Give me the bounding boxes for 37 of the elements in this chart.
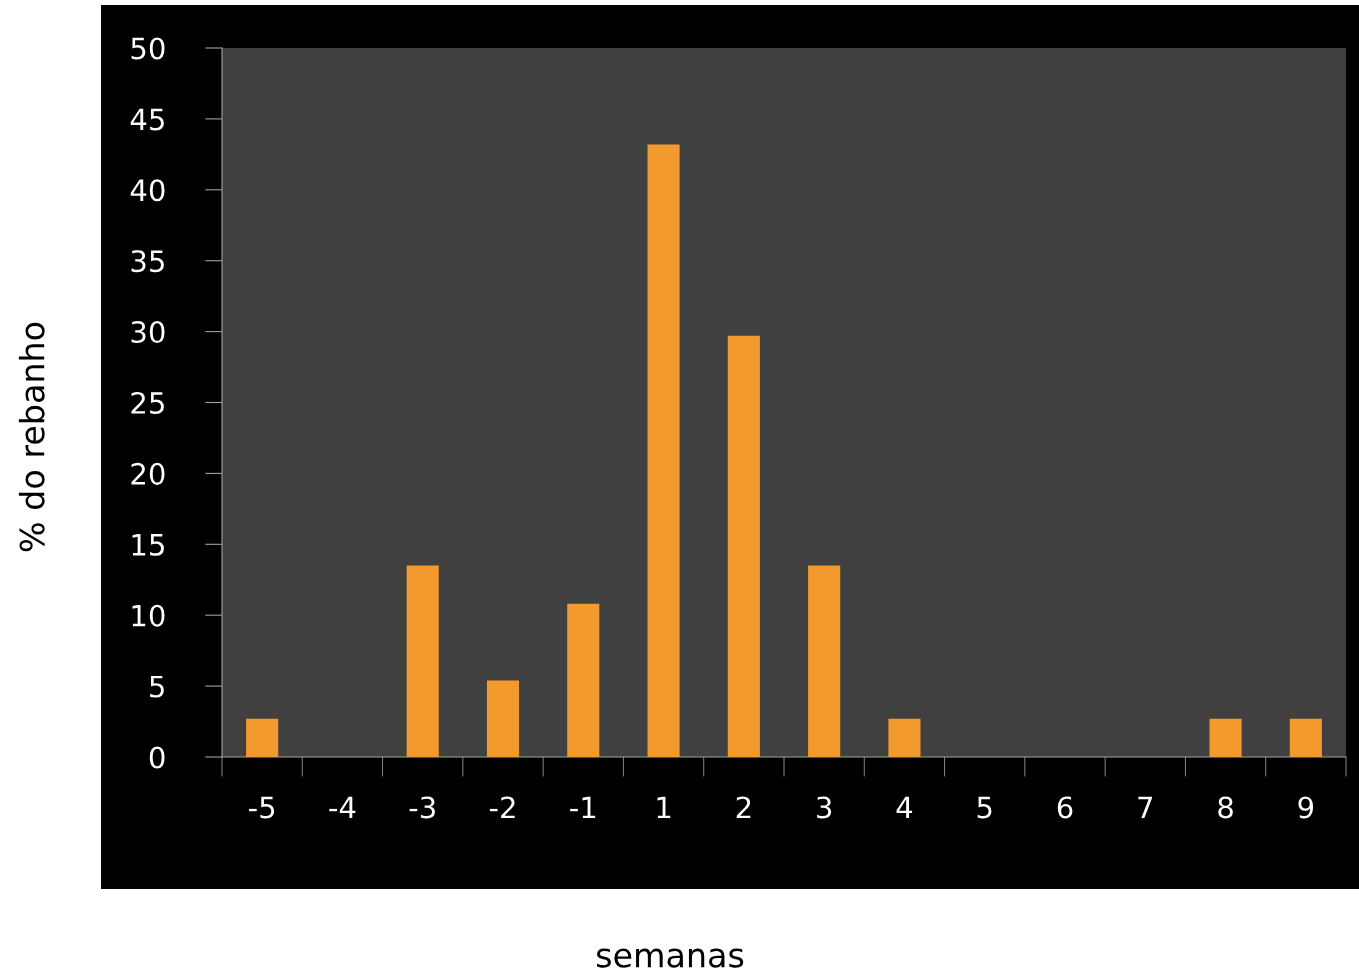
y-tick-label: 40 <box>130 179 165 202</box>
bar <box>727 335 760 757</box>
x-tick-label: -5 <box>249 796 275 819</box>
y-tick-label: 35 <box>131 250 164 273</box>
bar <box>486 680 520 757</box>
bar <box>1289 718 1322 757</box>
bar <box>567 603 600 757</box>
x-tick-label: -1 <box>570 796 596 819</box>
x-tick-label: 5 <box>977 796 992 819</box>
y-tick-label: 10 <box>132 604 165 627</box>
bar <box>808 565 841 757</box>
y-tick-label: 15 <box>132 534 164 556</box>
bar <box>888 718 921 757</box>
x-tick-label: 7 <box>1138 796 1153 819</box>
x-tick-label: 6 <box>1057 796 1073 819</box>
y-tick-label: 20 <box>131 462 165 485</box>
y-tick-label: 30 <box>131 321 165 344</box>
x-tick-label: -3 <box>409 796 435 819</box>
x-tick-label: 4 <box>896 796 913 819</box>
x-tick-label: -2 <box>489 796 515 819</box>
x-tick-label: 9 <box>1298 796 1314 819</box>
x-axis-title: semanas <box>596 948 744 968</box>
x-tick-label: -4 <box>329 796 356 819</box>
y-tick-label: 45 <box>130 108 164 131</box>
bar <box>647 144 680 757</box>
bar <box>1209 718 1242 757</box>
y-tick-label: 5 <box>150 675 164 698</box>
bar <box>406 565 439 757</box>
y-tick-label: 50 <box>131 37 165 60</box>
y-axis-title: % do rebanho <box>18 322 45 552</box>
y-tick-label: 0 <box>149 746 165 769</box>
x-tick-label: 2 <box>736 796 751 819</box>
bar <box>246 718 279 757</box>
x-tick-label: 1 <box>657 796 671 819</box>
x-tick-label: 3 <box>817 796 832 819</box>
x-tick-label: 8 <box>1218 796 1233 819</box>
y-tick-label: 25 <box>131 391 164 414</box>
